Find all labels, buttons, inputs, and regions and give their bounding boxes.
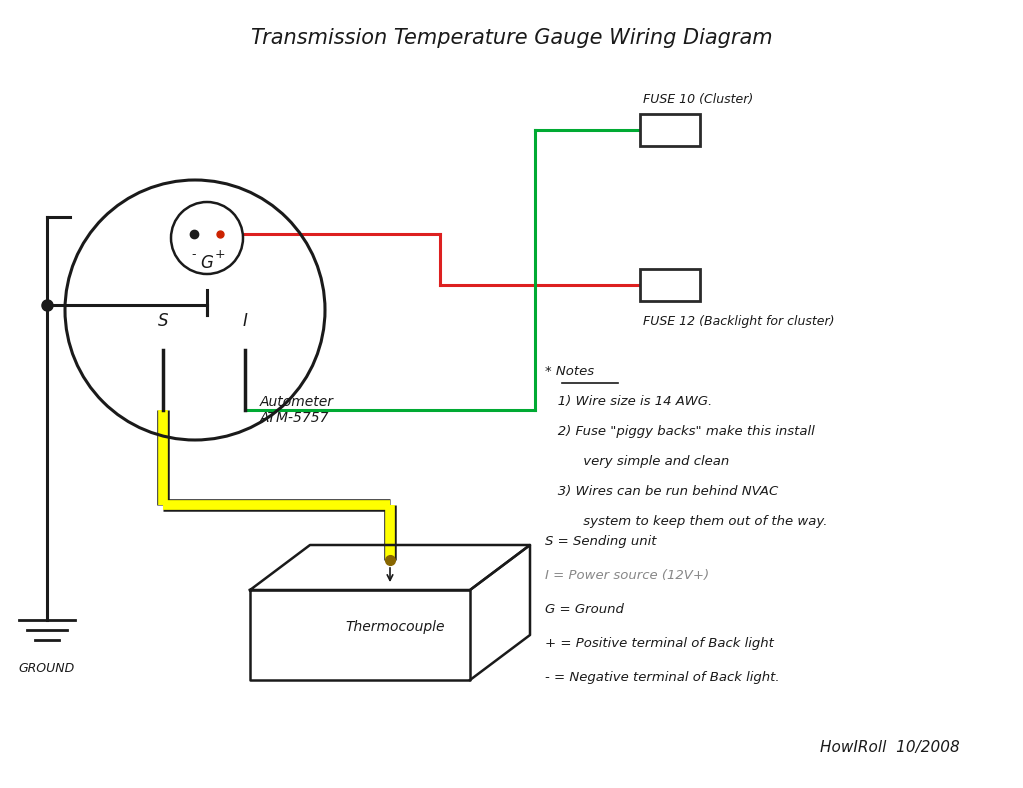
- Text: FUSE 12 (Backlight for cluster): FUSE 12 (Backlight for cluster): [643, 315, 835, 328]
- Text: +: +: [215, 248, 225, 261]
- Text: S: S: [158, 312, 168, 330]
- Text: Transmission Temperature Gauge Wiring Diagram: Transmission Temperature Gauge Wiring Di…: [252, 28, 772, 48]
- Text: very simple and clean: very simple and clean: [545, 455, 729, 468]
- Text: HowIRoll  10/2008: HowIRoll 10/2008: [820, 740, 960, 755]
- Text: 2) Fuse "piggy backs" make this install: 2) Fuse "piggy backs" make this install: [545, 425, 814, 438]
- Text: -: -: [191, 248, 196, 261]
- Text: FUSE 10 (Cluster): FUSE 10 (Cluster): [643, 93, 753, 106]
- Text: - = Negative terminal of Back light.: - = Negative terminal of Back light.: [545, 671, 780, 684]
- Text: 1) Wire size is 14 AWG.: 1) Wire size is 14 AWG.: [545, 395, 712, 408]
- Text: + = Positive terminal of Back light: + = Positive terminal of Back light: [545, 637, 773, 650]
- Text: I: I: [242, 312, 248, 330]
- Text: G: G: [201, 254, 214, 272]
- Text: system to keep them out of the way.: system to keep them out of the way.: [545, 515, 828, 528]
- Bar: [640, 269, 700, 301]
- Text: S = Sending unit: S = Sending unit: [545, 535, 657, 548]
- Text: * Notes: * Notes: [545, 365, 594, 378]
- Text: G = Ground: G = Ground: [545, 603, 624, 616]
- Bar: [640, 114, 700, 146]
- Text: I = Power source (12V+): I = Power source (12V+): [545, 569, 709, 582]
- Text: 3) Wires can be run behind NVAC: 3) Wires can be run behind NVAC: [545, 485, 779, 498]
- Text: Autometer
ATM-5757: Autometer ATM-5757: [260, 395, 333, 426]
- Text: GROUND: GROUND: [18, 662, 75, 675]
- Text: Thermocouple: Thermocouple: [345, 620, 445, 634]
